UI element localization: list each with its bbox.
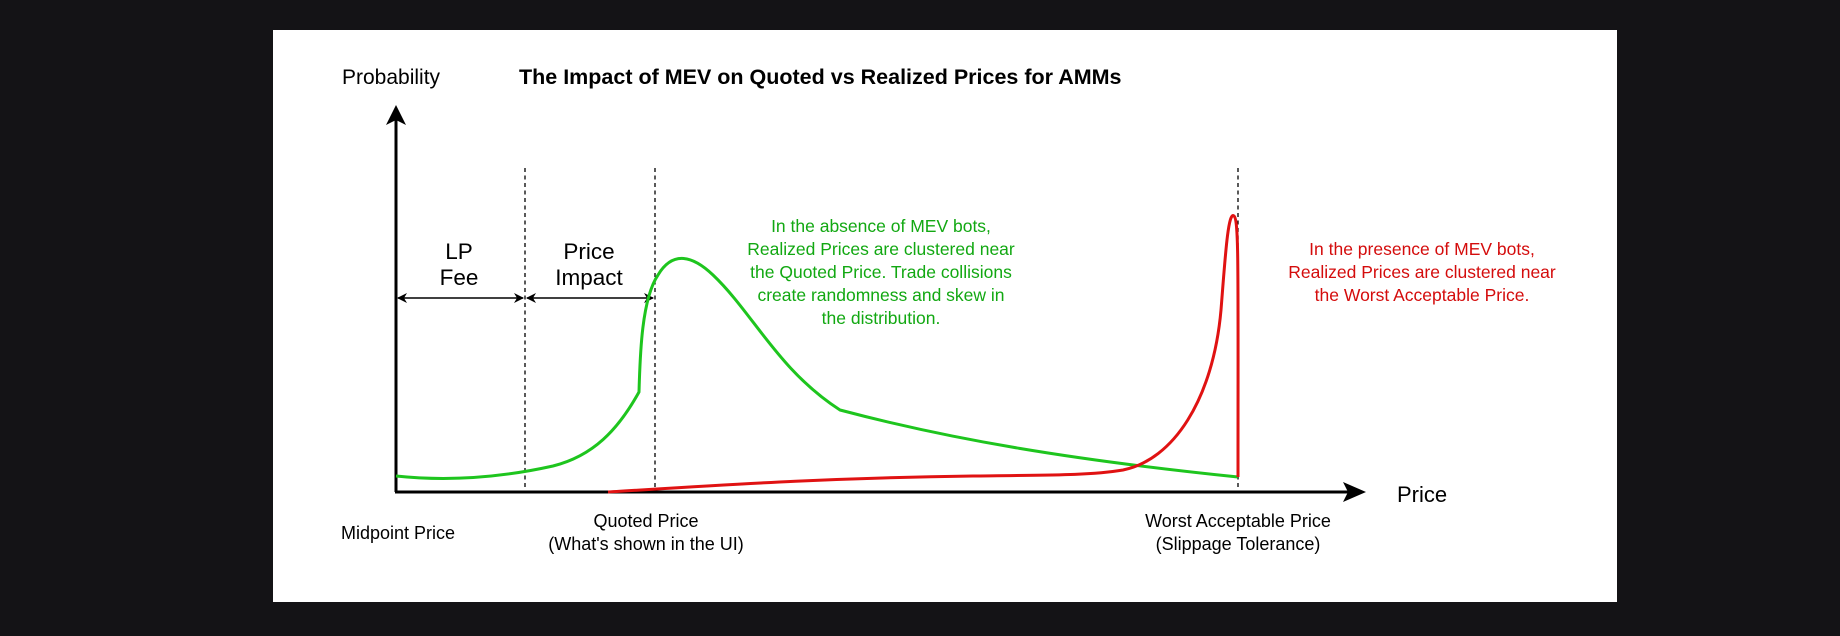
with-mev-annotation-line: Realized Prices are clustered near <box>1288 262 1556 282</box>
lp-fee-label-line2: Fee <box>440 265 479 290</box>
quoted-price-label-line1: Quoted Price <box>593 511 698 531</box>
with-mev-distribution-curve <box>607 214 1240 494</box>
midpoint-price-label: Midpoint Price <box>341 523 455 543</box>
with-mev-annotation-line: In the presence of MEV bots, <box>1309 239 1535 259</box>
lp-fee-label-line1: LP <box>445 239 473 264</box>
diagram-canvas: The Impact of MEV on Quoted vs Realized … <box>341 65 1556 554</box>
no-mev-annotation-line: create randomness and skew in <box>757 285 1004 305</box>
x-axis-arrowhead <box>1343 482 1366 502</box>
price-impact-interval: Price Impact <box>526 239 654 303</box>
axes <box>386 105 1366 502</box>
no-mev-annotation-line: In the absence of MEV bots, <box>771 216 991 236</box>
no-mev-annotation-line: Realized Prices are clustered near <box>747 239 1015 259</box>
y-axis-arrowhead <box>386 105 406 125</box>
worst-price-label-line1: Worst Acceptable Price <box>1145 511 1331 531</box>
lp-fee-interval: LP Fee <box>397 239 524 303</box>
price-impact-label-line2: Impact <box>555 265 623 290</box>
diagram-card: The Impact of MEV on Quoted vs Realized … <box>273 30 1617 602</box>
no-mev-distribution-curve <box>395 256 1239 480</box>
y-axis-label: Probability <box>342 66 441 89</box>
worst-price-label-line2: (Slippage Tolerance) <box>1156 534 1321 554</box>
no-mev-annotation-line: the Quoted Price. Trade collisions <box>750 262 1012 282</box>
price-impact-label-line1: Price <box>563 239 614 264</box>
no-mev-annotation: In the absence of MEV bots, Realized Pri… <box>747 216 1015 328</box>
x-axis-label: Price <box>1397 482 1447 507</box>
chart-title: The Impact of MEV on Quoted vs Realized … <box>519 65 1122 89</box>
no-mev-annotation-line: the distribution. <box>822 308 941 328</box>
with-mev-annotation: In the presence of MEV bots, Realized Pr… <box>1288 239 1556 305</box>
with-mev-annotation-line: the Worst Acceptable Price. <box>1315 285 1530 305</box>
quoted-price-label-line2: (What's shown in the UI) <box>548 534 744 554</box>
